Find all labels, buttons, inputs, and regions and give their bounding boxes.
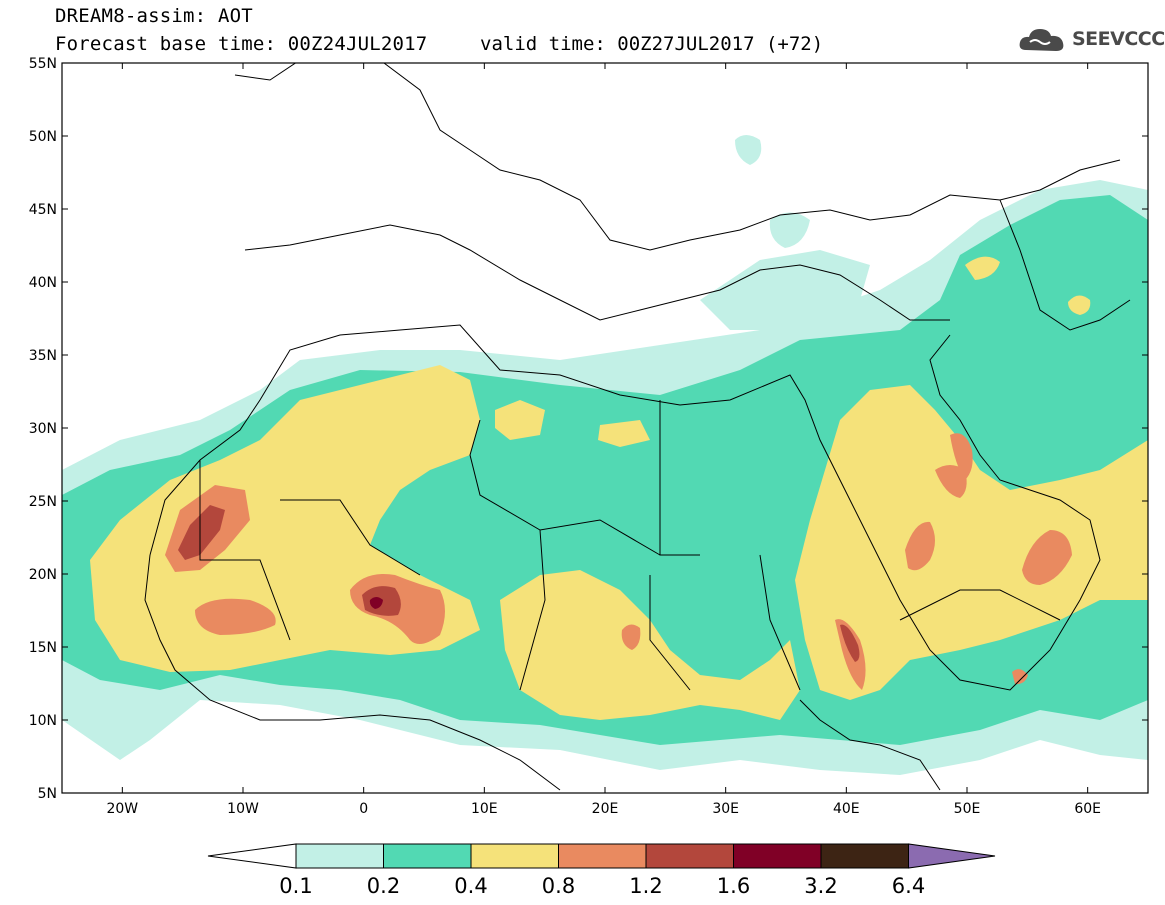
aot-band-0-1-spot2 [769,212,810,248]
colorbar-label: 3.2 [804,874,837,898]
aot-band-1-2-c [840,624,860,662]
latitude-axis: 55N 50N 45N 40N 35N 30N 25N 20N 15N 10N 5N [29,56,1148,802]
colorbar-over-arrow [908,843,996,869]
aot-band-0-8-h [1022,530,1072,585]
map-title: DREAM8-assim: AOT [55,5,253,27]
lon-label: 20W [106,801,138,817]
aot-band-0-8-f [950,433,973,480]
valid-time: valid time: 00Z27JUL2017 (+72) [480,33,824,55]
aot-band-0-8-i [835,619,866,690]
aot-fields [62,135,1148,775]
aot-band-0-8-j [1012,669,1028,685]
colorbar-segment [820,843,909,869]
aot-band-0-8-g [905,521,935,571]
colorbar-under-arrow [207,843,297,869]
colorbar-segment [383,843,472,869]
aot-band-1-2-a [178,505,225,560]
colorbar-label: 0.4 [454,874,487,898]
colorbar-label: 0.2 [367,874,400,898]
lon-label: 10W [227,801,259,817]
cloud-icon [1019,29,1064,51]
lon-label: 10E [471,801,498,817]
lon-label: 20E [592,801,619,817]
aot-band-0-8-b [195,598,276,635]
lon-label: 30E [712,801,739,817]
aot-band-0-4-black [965,256,1000,280]
aot-band-0-1-north [700,250,870,330]
aot-band-0-4-central [500,570,800,720]
colorbar-segment [295,843,384,869]
lon-label: 60E [1074,801,1101,817]
lat-label: 35N [29,348,57,364]
colorbar-label: 1.2 [629,874,662,898]
coastlines [144,63,1131,791]
longitude-axis: 20W 10W 0 10E 20E 30E 40E 50E 60E [106,63,1101,817]
forecast-base-time: Forecast base time: 00Z24JUL2017 [55,33,428,55]
aot-band-1-6 [369,597,383,609]
lon-label: 0 [359,801,368,817]
aot-band-0-1-spot [735,135,762,165]
colorbar-segment [558,843,647,869]
lat-label: 25N [29,494,57,510]
lat-label: 45N [29,202,57,218]
aot-band-0-4-east [795,385,1148,700]
colorbar-segment [470,843,559,869]
lat-label: 30N [29,421,57,437]
aot-band-0-4-north2 [598,420,650,447]
colorbar-label: 0.8 [542,874,575,898]
colorbar: 0.1 0.2 0.4 0.8 1.2 1.6 3.2 6.4 [207,843,996,898]
lon-label: 50E [954,801,981,817]
lat-label: 10N [29,713,57,729]
colorbar-label: 1.6 [717,874,750,898]
logo-text: SEEVCCC [1072,28,1165,50]
aot-band-0-4-north [495,400,545,440]
lat-label: 55N [29,56,57,72]
colorbar-segment [645,843,734,869]
lat-label: 40N [29,275,57,291]
lat-label: 20N [29,567,57,583]
colorbar-segment [733,843,822,869]
colorbar-label: 6.4 [892,874,925,898]
logo [1019,29,1064,51]
lon-label: 40E [833,801,860,817]
lat-label: 5N [38,786,57,802]
aot-band-0-8-e [935,465,967,498]
colorbar-label: 0.1 [279,874,312,898]
aot-band-0-4-caspian [1068,295,1091,315]
lat-label: 50N [29,129,57,145]
lat-label: 15N [29,640,57,656]
aot-band-0-8-d [621,624,641,650]
